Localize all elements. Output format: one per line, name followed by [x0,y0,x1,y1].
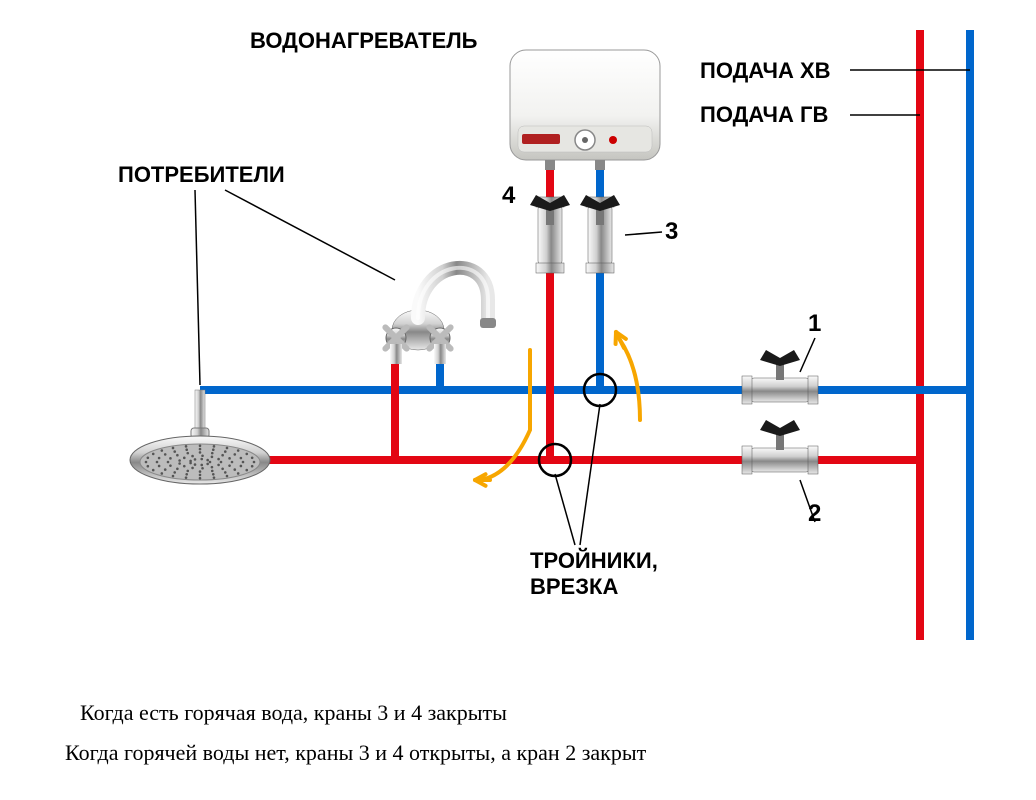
consumers-label: ПОТРЕБИТЕЛИ [118,162,285,188]
hot-supply-label: ПОДАЧА ГВ [700,102,828,128]
valve-3-label: 3 [665,218,678,246]
valve-4-label: 4 [502,182,515,210]
valve-2-label: 2 [808,500,821,528]
valve-1-label: 1 [808,310,821,338]
caption-line2: Когда горячей воды нет, краны 3 и 4 откр… [65,740,646,766]
tees-label-line1: ТРОЙНИКИ, [530,548,658,574]
heater-label: ВОДОНАГРЕВАТЕЛЬ [250,28,478,54]
caption-line1: Когда есть горячая вода, краны 3 и 4 зак… [80,700,507,726]
tees-label-line2: ВРЕЗКА [530,574,618,600]
cold-supply-label: ПОДАЧА ХВ [700,58,831,84]
plumbing-diagram [0,0,1036,800]
